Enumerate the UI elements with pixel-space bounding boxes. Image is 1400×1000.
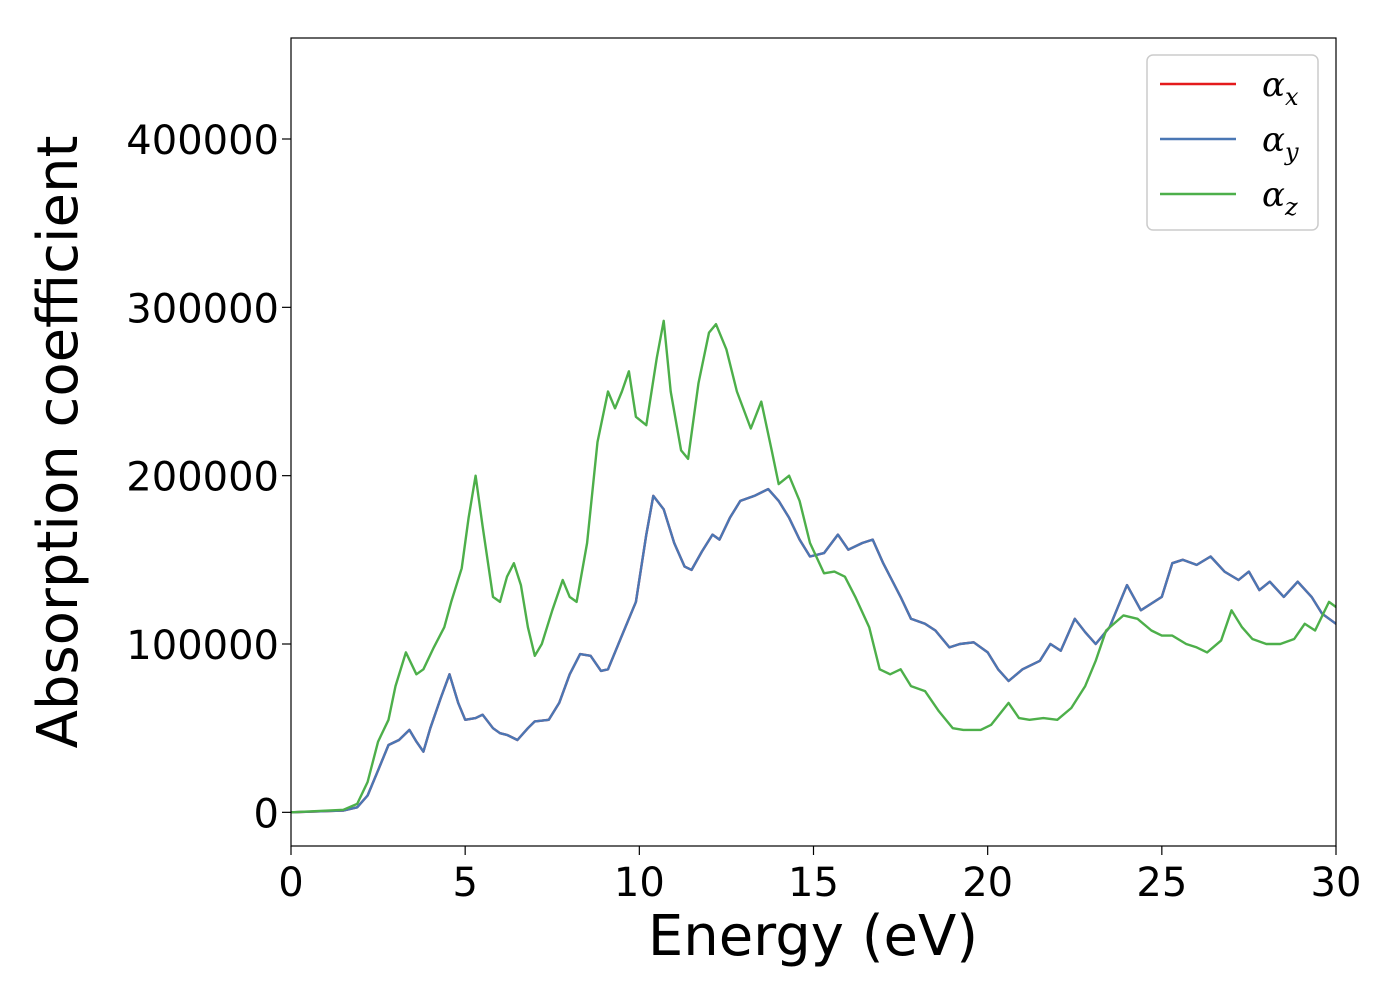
x-tick-label: 5 [452,860,477,906]
legend-label-subscript: y [1284,138,1299,166]
x-axis-ticks: 0 5 10 15 20 25 30 [278,846,1361,906]
x-tick-label: 0 [278,860,303,906]
x-tick-label: 20 [962,860,1013,906]
y-tick-label: 400000 [126,118,279,164]
series-line-y [291,487,1336,814]
y-tick-label: 300000 [126,286,279,332]
legend-label-subscript: z [1284,193,1298,221]
series-line-z [291,319,1336,814]
x-tick-label: 15 [788,860,839,906]
y-tick-label: 100000 [126,623,279,669]
legend-label-symbol: α [1262,65,1285,105]
legend-label-symbol: α [1262,175,1285,215]
series-layer [291,319,1336,814]
legend-box [1146,54,1319,231]
y-axis-ticks: 0 100000 200000 300000 400000 [126,118,291,837]
y-tick-label: 200000 [126,455,279,501]
legend-label-z: αz [1262,175,1298,221]
legend-label-y: αy [1262,120,1299,166]
series-line-x [291,487,1336,814]
x-tick-label: 10 [614,860,665,906]
legend-label-x: αx [1262,65,1299,111]
legend-label-symbol: α [1262,120,1285,160]
y-tick-label: 0 [254,791,279,837]
x-tick-label: 30 [1311,860,1362,906]
legend-label-subscript: x [1285,83,1299,111]
x-tick-label: 25 [1136,860,1187,906]
x-axis-title: Energy (eV) [648,904,978,969]
y-axis-title: Absorption coefficient [26,136,91,749]
